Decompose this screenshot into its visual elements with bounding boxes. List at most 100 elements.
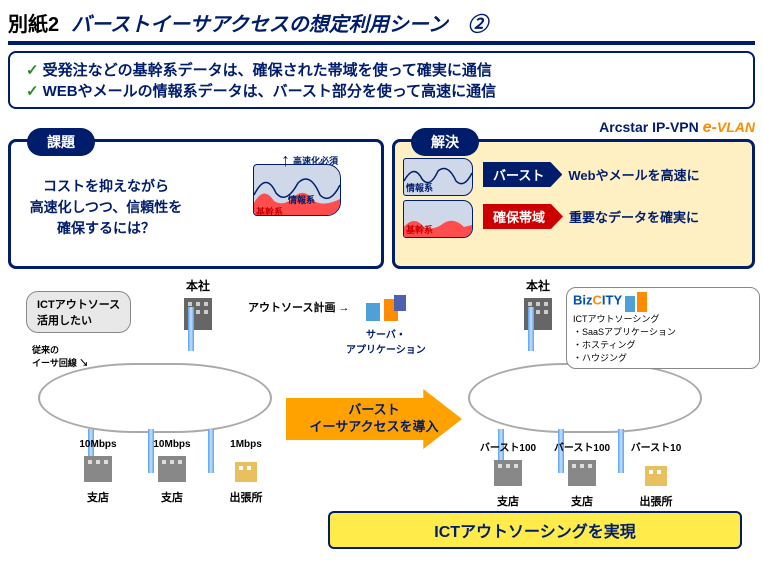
issue-l3: 確保するには？ bbox=[57, 220, 155, 236]
label: 出張所 bbox=[216, 489, 276, 505]
branches-right: バースト100 支店 バースト100 支店 バースト10 出張所 bbox=[478, 439, 686, 509]
biz-pre: Biz bbox=[573, 292, 593, 307]
biz-item-2: ・ホスティング bbox=[573, 340, 635, 350]
label: 出張所 bbox=[626, 493, 686, 509]
hq-right: 本社 bbox=[518, 277, 558, 335]
issue-l2: 高速化しつつ、信頼性を bbox=[30, 199, 183, 215]
mini-graph-info: 情報系 bbox=[403, 158, 473, 196]
callout-l2: 活用したい bbox=[37, 315, 92, 327]
branch-r-2: バースト10 出張所 bbox=[626, 439, 686, 509]
server-l2: アプリケーション bbox=[346, 341, 426, 356]
cloud-left bbox=[38, 363, 272, 433]
g-core-label: 基幹系 bbox=[406, 223, 433, 236]
brand-text: Arcstar IP-VPN bbox=[599, 119, 699, 135]
issue-graph: 高速化必須 情報系 基幹系 ↑ bbox=[253, 164, 373, 216]
brand-row: Arcstar IP-VPN e-VLAN bbox=[8, 119, 755, 137]
hq-left: 本社 bbox=[178, 277, 218, 335]
solution-graphs: 情報系 基幹系 bbox=[403, 158, 473, 238]
building-icon bbox=[518, 294, 558, 330]
info-text-2: WEBやメールの情報系データは、バースト部分を使って高速に通信 bbox=[43, 83, 497, 100]
check-icon: ✓ bbox=[26, 62, 39, 79]
big-arrow: バースト イーサアクセスを導入 bbox=[286, 389, 462, 449]
brand-logo-vlan: VLAN bbox=[717, 119, 755, 135]
speed: バースト10 bbox=[626, 439, 686, 454]
biz-box: BizCITY ICTアウトソーシング ・SaaSアプリケーション ・ホスティン… bbox=[566, 287, 760, 369]
g-info-label: 情報系 bbox=[406, 181, 433, 194]
speed: バースト100 bbox=[552, 439, 612, 454]
solution-text-2: 重要なデータを確実に bbox=[569, 207, 699, 226]
building-icon bbox=[178, 294, 218, 330]
solution-text-1: Webやメールを高速に bbox=[568, 165, 699, 184]
biz-post: ITY bbox=[602, 292, 622, 307]
server-icon bbox=[625, 292, 653, 312]
building-icon bbox=[641, 456, 671, 486]
prev-l2: イーサ回線 bbox=[32, 358, 77, 368]
info-line-1: ✓受発注などの基幹系データは、確保された帯域を使って確実に通信 bbox=[26, 59, 737, 80]
pipe-hq-right bbox=[528, 307, 534, 351]
brand-logo: e-VLAN bbox=[703, 119, 755, 135]
label: 支店 bbox=[552, 493, 612, 509]
solution-row-1: バースト Webやメールを高速に bbox=[483, 162, 700, 187]
branch-l-2: 1Mbps 出張所 bbox=[216, 439, 276, 505]
callout-l1: ICTアウトソース bbox=[37, 299, 120, 311]
title-prefix: 別紙2 bbox=[8, 8, 59, 37]
building-icon bbox=[80, 452, 116, 482]
issue-l1: コストを抑えながら bbox=[43, 178, 169, 194]
pipe-hq-left bbox=[188, 307, 194, 351]
biz-c: C bbox=[593, 292, 602, 307]
up-arrow-icon: ↑ bbox=[281, 150, 290, 171]
panel-issue: 課題 コストを抑えながら 高速化しつつ、信頼性を 確保するには？ 高速化必須 情… bbox=[8, 139, 384, 269]
result-bar: ICTアウトソーシングを実現 bbox=[328, 511, 742, 549]
graph-bot-label: 基幹系 bbox=[256, 205, 283, 216]
branches-left: 10Mbps 支店 10Mbps 支店 1Mbps 出張所 bbox=[68, 439, 276, 505]
info-text-1: 受発注などの基幹系データは、確保された帯域を使って確実に通信 bbox=[43, 62, 492, 79]
callout-outsource: ICTアウトソース 活用したい bbox=[26, 291, 131, 333]
title-row: 別紙2 バーストイーサアクセスの想定利用シーン ② bbox=[8, 8, 755, 45]
panel-issue-tab: 課題 bbox=[27, 128, 95, 156]
label: 支店 bbox=[142, 489, 202, 505]
server-l1: サーバ・ bbox=[346, 326, 426, 341]
big-arrow-l1: バースト bbox=[348, 402, 399, 419]
outsource-plan-text: アウトソース計画 bbox=[248, 302, 335, 314]
prev-line-label: 従来の イーサ回線 ↘ bbox=[32, 343, 88, 369]
branch-l-1: 10Mbps 支店 bbox=[142, 439, 202, 505]
hq-right-label: 本社 bbox=[518, 277, 558, 294]
issue-text: コストを抑えながら 高速化しつつ、信頼性を 確保するには？ bbox=[21, 176, 191, 239]
speed: 10Mbps bbox=[68, 439, 128, 450]
speed: 10Mbps bbox=[142, 439, 202, 450]
building-icon bbox=[564, 456, 600, 486]
server-icon bbox=[364, 293, 408, 323]
check-icon: ✓ bbox=[26, 83, 39, 100]
label: 支店 bbox=[478, 493, 538, 509]
mini-graph-core: 基幹系 bbox=[403, 200, 473, 238]
label: 支店 bbox=[68, 489, 128, 505]
biz-item-3: ・ハウジング bbox=[573, 353, 627, 363]
panel-solution: 解決 情報系 基幹系 バースト Webやメールを高速に 確保帯域 重要なデータを… bbox=[392, 139, 755, 269]
outsource-plan: アウトソース計画 → bbox=[248, 299, 350, 315]
diagram: ICTアウトソース 活用したい 従来の イーサ回線 ↘ 本社 本社 アウトソース… bbox=[8, 273, 755, 553]
biz-item-0: ICTアウトソーシング bbox=[573, 314, 659, 324]
brand-logo-e: e- bbox=[703, 119, 717, 136]
cloud-right bbox=[468, 363, 702, 433]
branch-r-1: バースト100 支店 bbox=[552, 439, 612, 509]
arrow-burst: バースト bbox=[483, 162, 562, 187]
panels: 課題 コストを抑えながら 高速化しつつ、信頼性を 確保するには？ 高速化必須 情… bbox=[8, 139, 755, 269]
panel-solution-tab: 解決 bbox=[411, 128, 479, 156]
biz-title: BizCITY bbox=[573, 292, 622, 307]
speed: バースト100 bbox=[478, 439, 538, 454]
speed: 1Mbps bbox=[216, 439, 276, 450]
solution-row-2: 確保帯域 重要なデータを確実に bbox=[483, 204, 699, 229]
hq-left-label: 本社 bbox=[178, 277, 218, 294]
biz-item-1: ・SaaSアプリケーション bbox=[573, 327, 676, 337]
title-main: バーストイーサアクセスの想定利用シーン ② bbox=[71, 8, 488, 37]
graph-mid-label: 情報系 bbox=[288, 193, 315, 206]
prev-l1: 従来の bbox=[32, 345, 59, 355]
info-line-2: ✓WEBやメールの情報系データは、バースト部分を使って高速に通信 bbox=[26, 80, 737, 101]
building-icon bbox=[490, 456, 526, 486]
info-box: ✓受発注などの基幹系データは、確保された帯域を使って確実に通信 ✓WEBやメール… bbox=[8, 51, 755, 109]
building-icon bbox=[154, 452, 190, 482]
branch-r-0: バースト100 支店 bbox=[478, 439, 538, 509]
building-icon bbox=[231, 452, 261, 482]
server-group: サーバ・ アプリケーション bbox=[346, 293, 426, 356]
branch-l-0: 10Mbps 支店 bbox=[68, 439, 128, 505]
